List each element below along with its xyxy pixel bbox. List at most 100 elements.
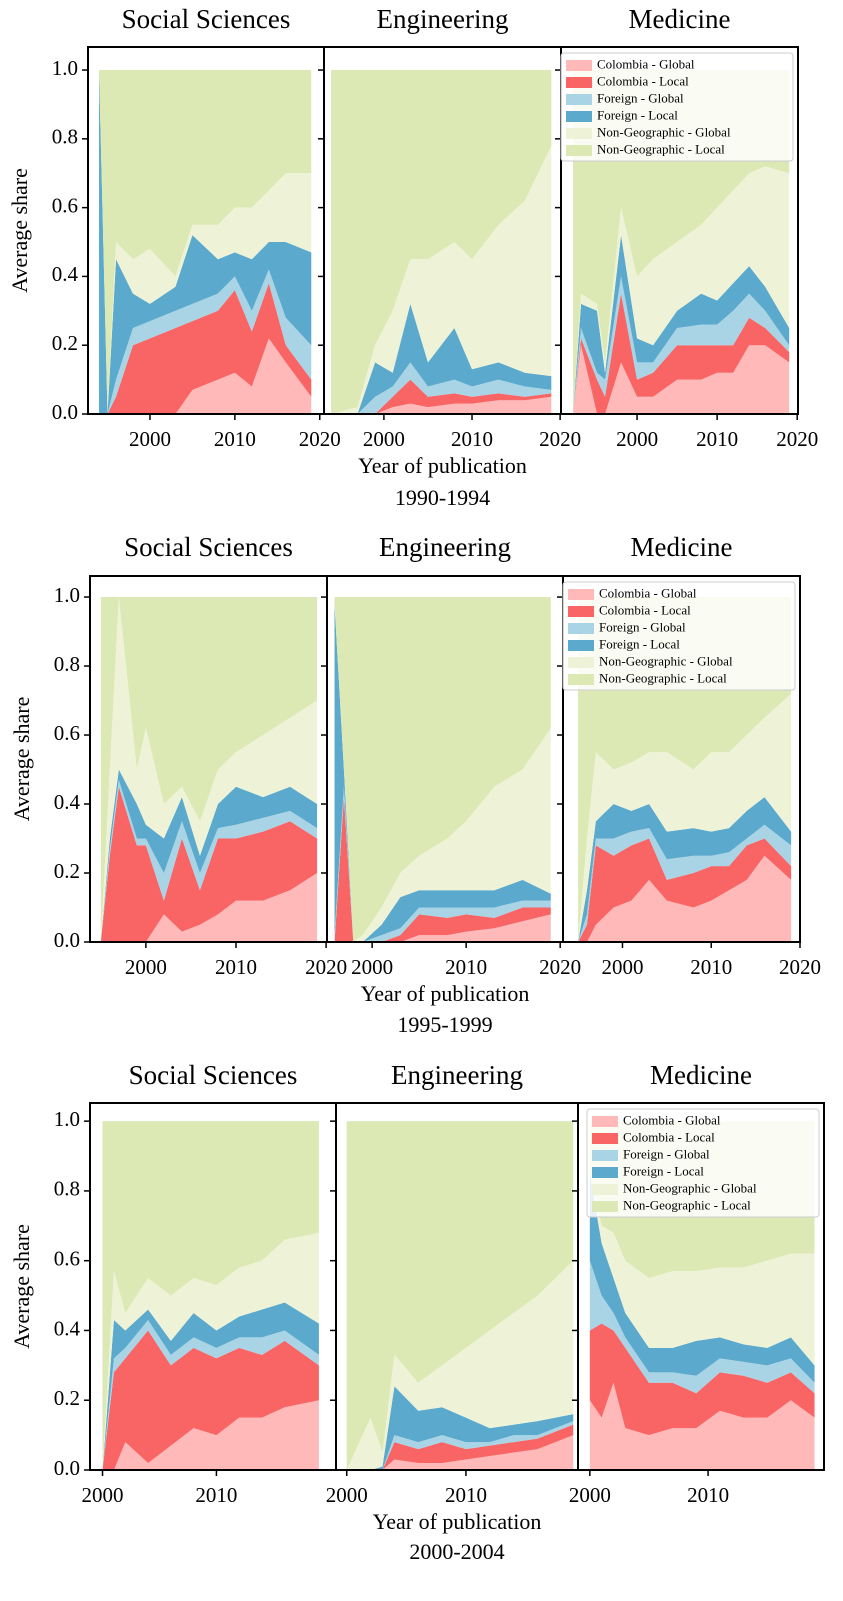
legend-label: Foreign - Global: [599, 619, 686, 634]
legend-swatch: [568, 623, 594, 634]
y-tick-label: 0.8: [54, 652, 80, 676]
y-tick-label: 0.6: [54, 1246, 80, 1270]
area: [331, 70, 552, 414]
legend-swatch: [568, 589, 594, 600]
legend-swatch: [592, 1201, 618, 1212]
x-tick-label: 2000: [351, 955, 393, 979]
area: [578, 693, 792, 942]
area: [334, 786, 551, 942]
area: [346, 1260, 574, 1470]
area: [346, 1421, 574, 1470]
y-tick-label: 0.6: [52, 193, 78, 217]
x-tick-label: 2000: [129, 427, 171, 451]
legend: Colombia - Global Colombia - Local Foreign…: [560, 52, 794, 162]
x-tick-label: 2020: [305, 955, 347, 979]
x-tick-label: 2020: [779, 955, 821, 979]
area: [102, 1232, 319, 1470]
legend-box: [586, 1108, 820, 1218]
plot-area: [100, 597, 318, 942]
legend-swatch: [568, 640, 594, 651]
legend-label: Colombia - Local: [623, 1129, 715, 1144]
x-tick-label: 2000: [363, 427, 405, 451]
x-tick-label: 2020: [539, 427, 581, 451]
area: [102, 1330, 319, 1470]
area: [573, 235, 790, 414]
area: [578, 838, 792, 942]
x-tick-label: 2010: [690, 955, 732, 979]
area: [99, 70, 312, 414]
area: [100, 597, 318, 942]
row-caption: 1990-1994: [395, 485, 490, 510]
x-tick-label: 2010: [451, 427, 493, 451]
area: [334, 603, 551, 942]
axes-frame: [577, 1102, 825, 1471]
legend-label: Colombia - Global: [623, 1112, 721, 1127]
area: [573, 345, 790, 414]
plot-area: [346, 1121, 574, 1470]
legend-label: Foreign - Local: [597, 107, 678, 122]
x-tick-label: 2020: [299, 427, 341, 451]
area: [331, 303, 552, 414]
panel-title: Medicine: [650, 1060, 752, 1090]
legend-label: Foreign - Global: [597, 90, 684, 105]
area: [589, 1173, 815, 1383]
y-axis-label: Average share: [9, 1224, 34, 1349]
y-tick-label: 0.2: [52, 331, 78, 355]
x-tick-label: 2000: [82, 1483, 124, 1507]
area: [99, 283, 312, 414]
area: [99, 269, 312, 414]
legend-swatch: [566, 77, 592, 88]
legend-box: [560, 52, 794, 162]
area: [573, 166, 790, 414]
plot-area: [334, 597, 551, 942]
area: [573, 276, 790, 414]
x-tick-label: 2010: [696, 427, 738, 451]
panel-title: Social Sciences: [124, 532, 293, 562]
legend-swatch: [592, 1116, 618, 1127]
area: [346, 1386, 574, 1470]
legend-label: Non-Geographic - Local: [623, 1197, 751, 1212]
x-axis-label: Year of publication: [358, 453, 527, 478]
y-tick-label: 0.4: [54, 790, 81, 814]
area: [578, 797, 792, 942]
legend-label: Non-Geographic - Global: [597, 124, 731, 139]
panel-title: Engineering: [391, 1060, 523, 1090]
area: [99, 70, 312, 414]
legend-swatch: [592, 1167, 618, 1178]
legend-label: Non-Geographic - Global: [623, 1180, 757, 1195]
plot-area: [102, 1121, 319, 1470]
area: [100, 786, 318, 942]
y-tick-label: 0.8: [52, 125, 78, 149]
area: [573, 293, 790, 414]
area: [331, 362, 552, 414]
axes-frame: [560, 46, 799, 415]
legend-swatch: [566, 94, 592, 105]
legend-label: Foreign - Local: [599, 636, 680, 651]
legend-swatch: [592, 1150, 618, 1161]
y-tick-label: 1.0: [54, 1107, 80, 1131]
x-tick-label: 2010: [687, 1483, 729, 1507]
x-tick-label: 2020: [776, 427, 818, 451]
area: [102, 1121, 319, 1470]
y-tick-label: 0.2: [54, 1386, 80, 1410]
y-tick-label: 0.0: [54, 928, 80, 952]
area: [102, 1400, 319, 1470]
panel-title: Social Sciences: [129, 1060, 298, 1090]
area: [102, 1319, 319, 1470]
legend-box: [562, 581, 796, 691]
x-tick-label: 2000: [569, 1483, 611, 1507]
area: [334, 914, 551, 942]
y-tick-label: 0.4: [54, 1316, 81, 1340]
area: [589, 1382, 815, 1470]
legend-swatch: [592, 1133, 618, 1144]
legend-label: Colombia - Local: [597, 73, 689, 88]
area: [346, 1424, 574, 1470]
panel-title: Medicine: [631, 532, 733, 562]
area: [100, 779, 318, 942]
y-tick-label: 0.4: [52, 262, 79, 286]
axes-frame: [562, 575, 801, 943]
legend-label: Foreign - Local: [623, 1163, 704, 1178]
y-tick-label: 0.0: [52, 400, 78, 424]
y-axis-label: Average share: [9, 697, 34, 822]
